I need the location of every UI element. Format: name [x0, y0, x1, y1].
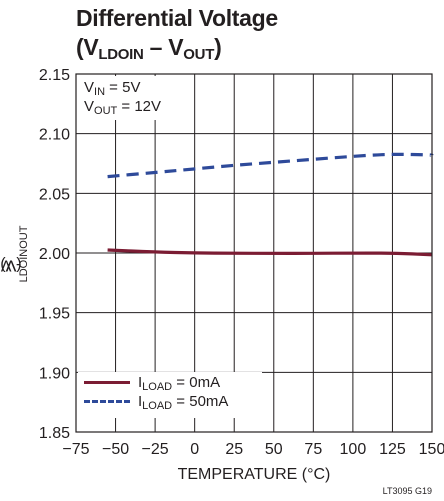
x-tick-label: 0	[190, 441, 199, 458]
conditions-backdrop	[78, 76, 180, 120]
legend: ILOAD = 0mA ILOAD = 50mA	[84, 373, 229, 412]
series-layer	[107, 152, 434, 257]
y-tick-label: 1.95	[39, 306, 70, 323]
chart-title-line1: Differential Voltage	[76, 5, 278, 31]
plot-frame	[75, 73, 433, 433]
y-tick-label: 2.10	[39, 127, 70, 144]
legend-swatch-0ma	[84, 381, 130, 384]
legend-item-50ma: ILOAD = 50mA	[84, 392, 229, 412]
x-tick-label: −50	[102, 441, 129, 458]
legend-label-0ma: ILOAD = 0mA	[138, 374, 221, 393]
x-tick-label: 75	[304, 441, 322, 458]
x-axis-label: TEMPERATURE (°C)	[177, 466, 331, 483]
figure-credit: LT3095 G19	[382, 486, 432, 496]
x-tick-label: 25	[225, 441, 243, 458]
x-tick-label: 125	[379, 441, 406, 458]
condition-vin: VIN = 5V	[84, 79, 141, 98]
y-tick-label: 1.85	[39, 425, 70, 442]
chart-title: Differential Voltage (VLDOIN – VOUT)	[76, 4, 278, 62]
x-tick-label: 100	[340, 441, 367, 458]
legend-swatch-50ma	[84, 400, 130, 403]
y-tick-label: 2.05	[39, 186, 70, 203]
legend-backdrop	[78, 372, 262, 418]
series-line-1	[107, 152, 434, 179]
legend-label-50ma: ILOAD = 50mA	[138, 393, 229, 412]
x-tick-label: −25	[142, 441, 169, 458]
y-tick-label: 1.90	[39, 365, 70, 382]
chart-title-line2: (VLDOIN – VOUT)	[76, 34, 222, 63]
tick-labels: −75 −50 −25 0 25 50 75 100 125 150 1.85 1.90 1.95 2.0…	[39, 67, 444, 458]
series-line-0	[107, 248, 433, 257]
x-tick-label: 50	[265, 441, 283, 458]
test-conditions: VIN = 5V VOUT = 12V	[84, 78, 162, 117]
legend-item-0ma: ILOAD = 0mA	[84, 373, 228, 393]
y-tick-label: 2.00	[39, 246, 70, 263]
y-tick-label: 2.15	[39, 67, 70, 84]
condition-vout: VOUT = 12V	[84, 98, 162, 117]
x-tick-label: −75	[62, 441, 89, 458]
x-tick-label: 150	[419, 441, 444, 458]
